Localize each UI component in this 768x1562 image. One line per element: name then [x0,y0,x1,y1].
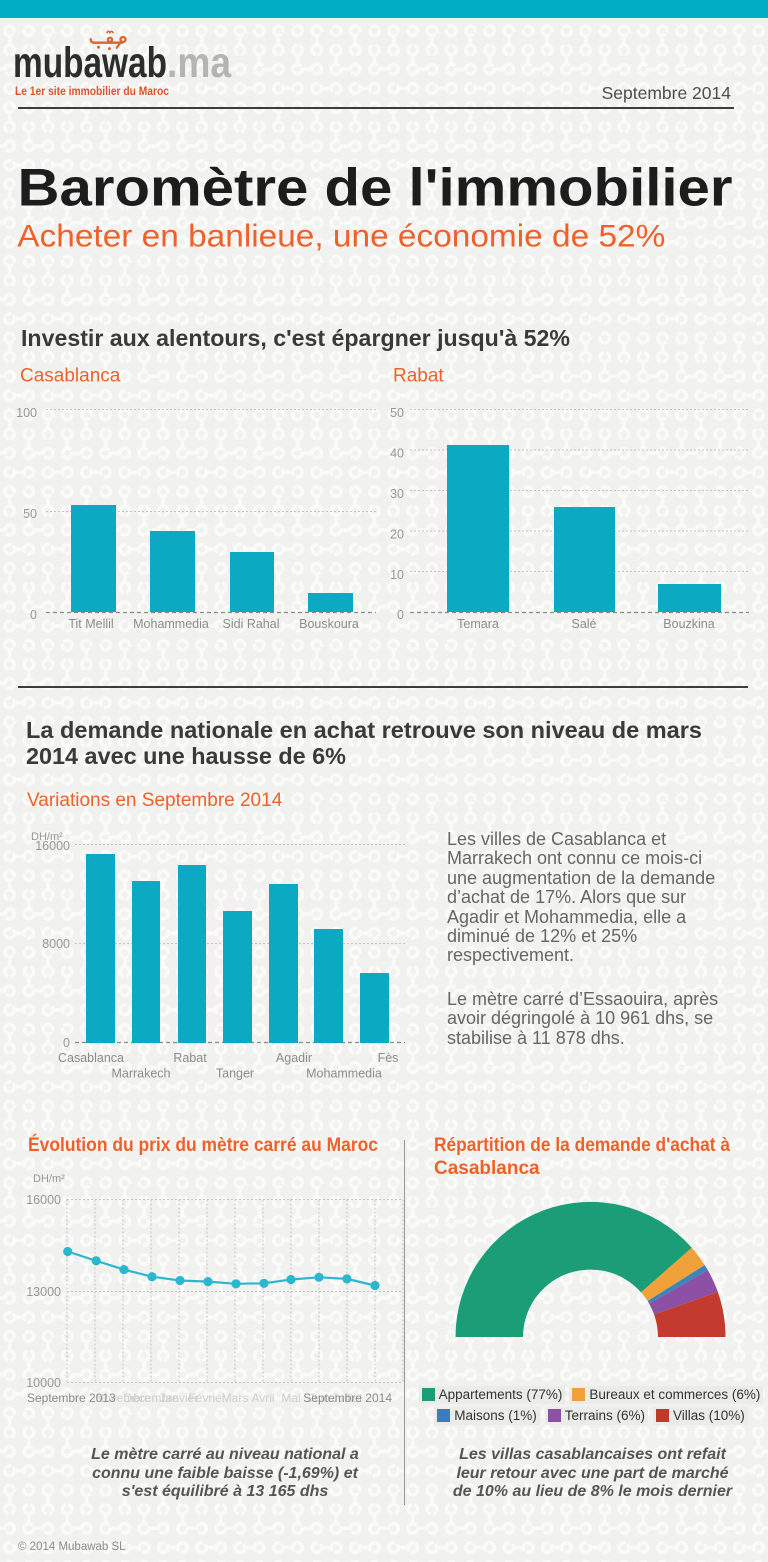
svg-text:30: 30 [390,487,404,501]
svg-text:0: 0 [30,608,37,622]
svg-text:8000: 8000 [42,937,70,951]
svg-text:Variations en Septembre 2014: Variations en Septembre 2014 [27,790,283,811]
svg-text:0: 0 [397,608,404,622]
svg-text:100: 100 [16,406,37,420]
svg-text:Casablanca: Casablanca [434,1158,540,1179]
svg-text:Février: Février [188,1391,225,1405]
svg-text:La demande nationale en achat: La demande nationale en achat retrouve s… [26,717,702,743]
svg-text:Évolution du prix du mètre car: Évolution du prix du mètre carré au Maro… [28,1134,378,1156]
svg-text:2014 avec une hausse de 6%: 2014 avec une hausse de 6% [26,743,346,769]
svg-text:Répartition de la demande d'ac: Répartition de la demande d'achat à [434,1135,730,1156]
svg-text:10: 10 [390,568,404,582]
svg-text:.ma: .ma [167,39,232,87]
svg-text:Baromètre de l'immobilier: Baromètre de l'immobilier [18,159,733,218]
svg-text:Mai: Mai [281,1391,300,1405]
svg-text:Septembre 2013: Septembre 2013 [27,1391,116,1405]
svg-text:Fès: Fès [378,1051,399,1065]
svg-text:Avril: Avril [251,1391,274,1405]
svg-text:Bouzkina: Bouzkina [663,617,714,631]
svg-text:Rabat: Rabat [393,366,444,387]
svg-text:Agadir: Agadir [276,1051,312,1065]
svg-text:Mohammedia: Mohammedia [133,617,209,631]
svg-text:Septembre 2014: Septembre 2014 [303,1391,392,1405]
svg-text:mubawab: mubawab [13,39,167,87]
svg-text:DH/m²: DH/m² [33,1173,65,1185]
svg-text:Tit Mellil: Tit Mellil [68,617,113,631]
svg-text:Juillet: Juillet [332,1391,363,1405]
svg-text:Rabat: Rabat [173,1051,207,1065]
svg-text:Septembre 2014: Septembre 2014 [602,83,732,103]
svg-text:50: 50 [23,507,37,521]
svg-text:Novembre: Novembre [95,1391,151,1405]
svg-text:10000: 10000 [26,1376,61,1390]
svg-text:Mars: Mars [222,1391,249,1405]
svg-text:20: 20 [390,528,404,542]
svg-text:16000: 16000 [35,839,70,853]
svg-text:Casablanca: Casablanca [20,366,121,387]
svg-text:Tanger: Tanger [216,1067,254,1081]
svg-text:Temara: Temara [457,617,499,631]
svg-text:40: 40 [390,447,404,461]
svg-text:Juin: Juin [308,1391,330,1405]
svg-text:Janvier: Janvier [160,1391,199,1405]
svg-text:16000: 16000 [26,1193,61,1207]
svg-text:Décembre: Décembre [123,1391,179,1405]
svg-text:50: 50 [390,406,404,420]
svg-text:Investir aux alentours, c'est: Investir aux alentours, c'est épargner j… [21,325,570,351]
svg-text:Acheter en banlieue, une écono: Acheter en banlieue, une économie de 52% [17,218,665,254]
svg-text:0: 0 [63,1036,70,1050]
svg-text:Le 1er site immobilier du Maro: Le 1er site immobilier du Maroc [15,86,170,98]
svg-text:Bouskoura: Bouskoura [299,617,359,631]
svg-text:Marrakech: Marrakech [111,1067,170,1081]
svg-text:Mohammedia: Mohammedia [306,1067,382,1081]
svg-text:Casablanca: Casablanca [58,1051,124,1065]
svg-text:13000: 13000 [26,1285,61,1299]
svg-text:Salé: Salé [571,617,596,631]
svg-text:Sidi Rahal: Sidi Rahal [223,617,280,631]
svg-text:DH/m²: DH/m² [31,831,63,843]
